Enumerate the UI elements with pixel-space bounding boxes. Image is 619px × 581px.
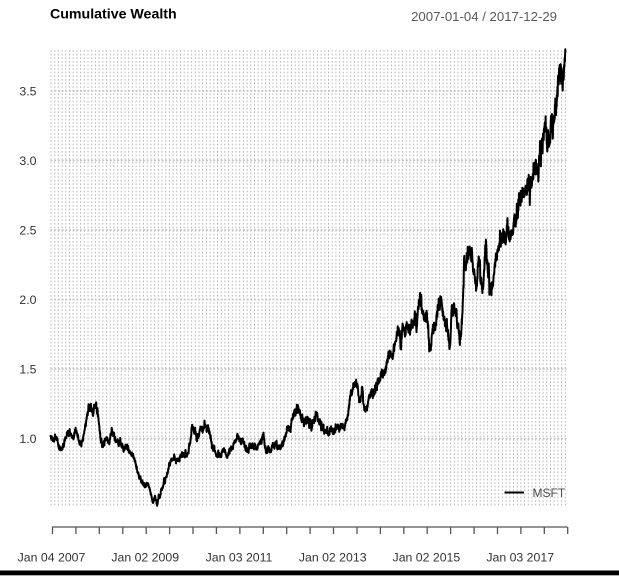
svg-text:Cumulative Wealth: Cumulative Wealth [50, 7, 177, 23]
svg-text:Jan 04 2007: Jan 04 2007 [18, 551, 86, 565]
svg-text:Jan 03 2017: Jan 03 2017 [486, 551, 554, 565]
svg-text:1.0: 1.0 [19, 432, 36, 446]
svg-text:Jan 03 2011: Jan 03 2011 [206, 551, 273, 565]
svg-text:2007-01-04 / 2017-12-29: 2007-01-04 / 2017-12-29 [411, 9, 557, 24]
svg-text:MSFT: MSFT [533, 486, 566, 500]
svg-text:2.5: 2.5 [19, 223, 36, 237]
svg-text:Jan 02 2015: Jan 02 2015 [393, 551, 461, 565]
svg-text:2.0: 2.0 [19, 293, 36, 307]
svg-text:3.0: 3.0 [19, 154, 36, 168]
svg-text:Jan 02 2009: Jan 02 2009 [111, 551, 179, 565]
svg-text:Jan 02 2013: Jan 02 2013 [299, 551, 367, 565]
svg-text:3.5: 3.5 [19, 84, 36, 98]
svg-text:1.5: 1.5 [19, 362, 36, 376]
